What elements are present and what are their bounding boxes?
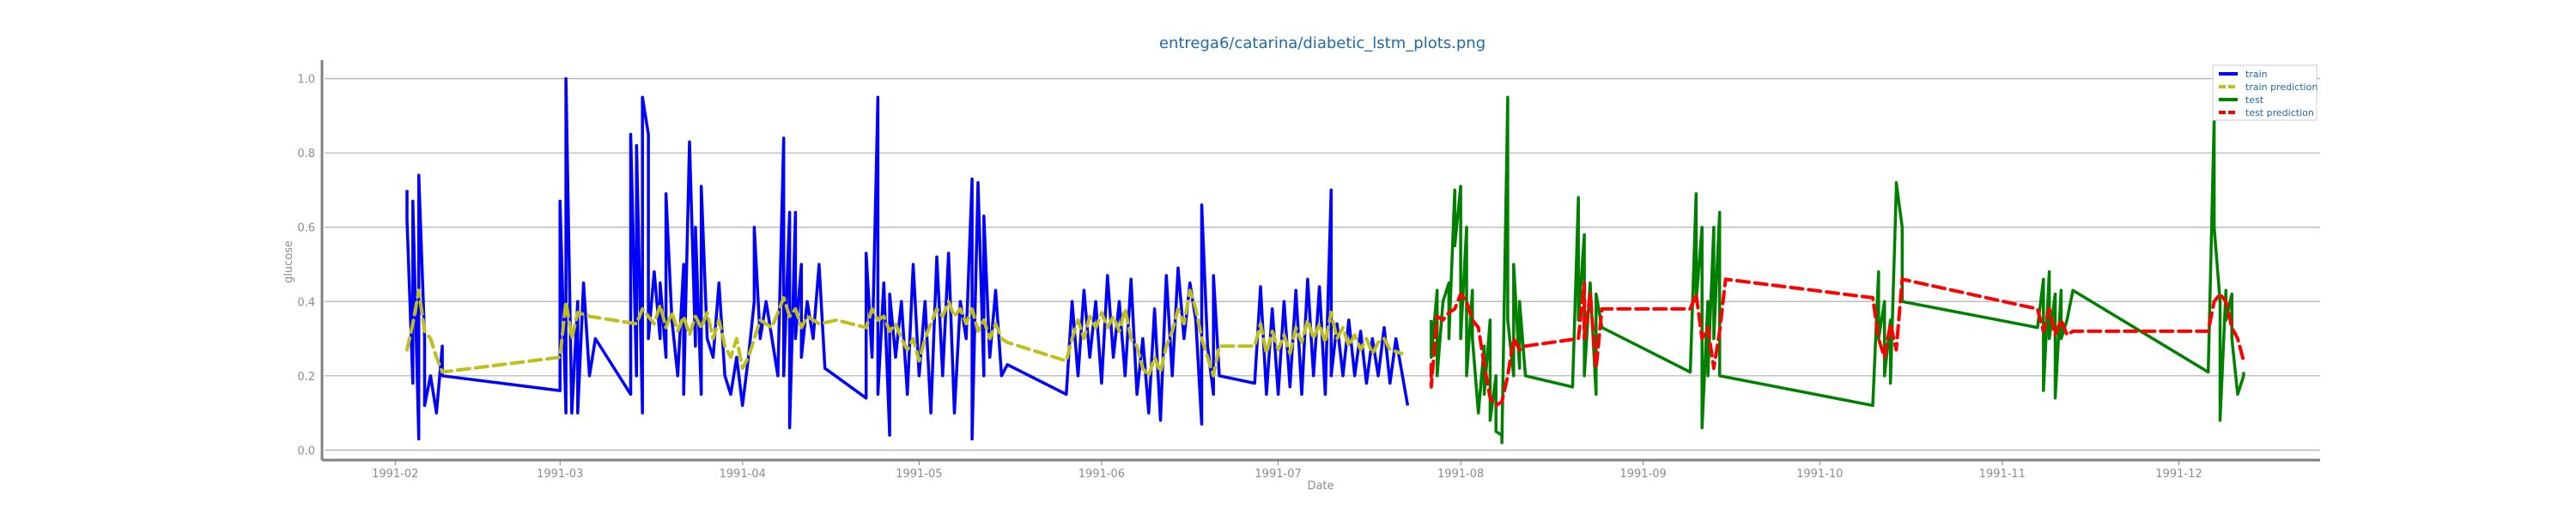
- y-tick-label: 0.4: [297, 296, 315, 309]
- y-axis-ticks: 0.0 0.2 0.4 0.6 0.8 1.0: [297, 74, 315, 458]
- x-tick-label: 1991-05: [896, 468, 942, 481]
- x-tick-label: 1991-10: [1796, 468, 1843, 481]
- y-tick-label: 0.2: [297, 371, 315, 384]
- x-tick-label: 1991-06: [1078, 468, 1125, 481]
- series-train-prediction-line: [405, 288, 1404, 378]
- y-tick-label: 0.6: [297, 222, 315, 235]
- x-axis-ticks: 1991-02 1991-03 1991-04 1991-05 1991-06 1991-…: [372, 460, 2202, 481]
- y-tick-label: 1.0: [297, 74, 315, 87]
- x-tick-label: 1991-02: [372, 468, 418, 481]
- x-axis-label: Date: [1307, 480, 1334, 493]
- x-tick-label: 1991-07: [1255, 468, 1301, 481]
- x-tick-label: 1991-08: [1437, 468, 1484, 481]
- x-tick-label: 1991-11: [1979, 468, 2026, 481]
- y-axis-label: glucose: [283, 240, 295, 283]
- x-tick-label: 1991-12: [2155, 468, 2202, 481]
- legend-entry: test prediction: [2245, 107, 2314, 118]
- x-tick-label: 1991-09: [1619, 468, 1666, 481]
- series-train-line: [405, 76, 1410, 441]
- y-tick-label: 0.8: [297, 148, 315, 161]
- x-tick-label: 1991-04: [720, 468, 766, 481]
- series-test-line: [1430, 95, 2245, 445]
- x-tick-label: 1991-03: [537, 468, 583, 481]
- legend-entry: train: [2245, 69, 2268, 80]
- plot-area: [405, 76, 2245, 445]
- series-test-prediction-line: [1429, 277, 2245, 408]
- legend-entry: train prediction: [2245, 82, 2318, 93]
- chart-title: entrega6/catarina/diabetic_lstm_plots.pn…: [1159, 34, 1485, 52]
- y-tick-label: 0.0: [297, 445, 315, 457]
- grid: [325, 78, 2320, 451]
- legend-entry: test: [2245, 94, 2264, 106]
